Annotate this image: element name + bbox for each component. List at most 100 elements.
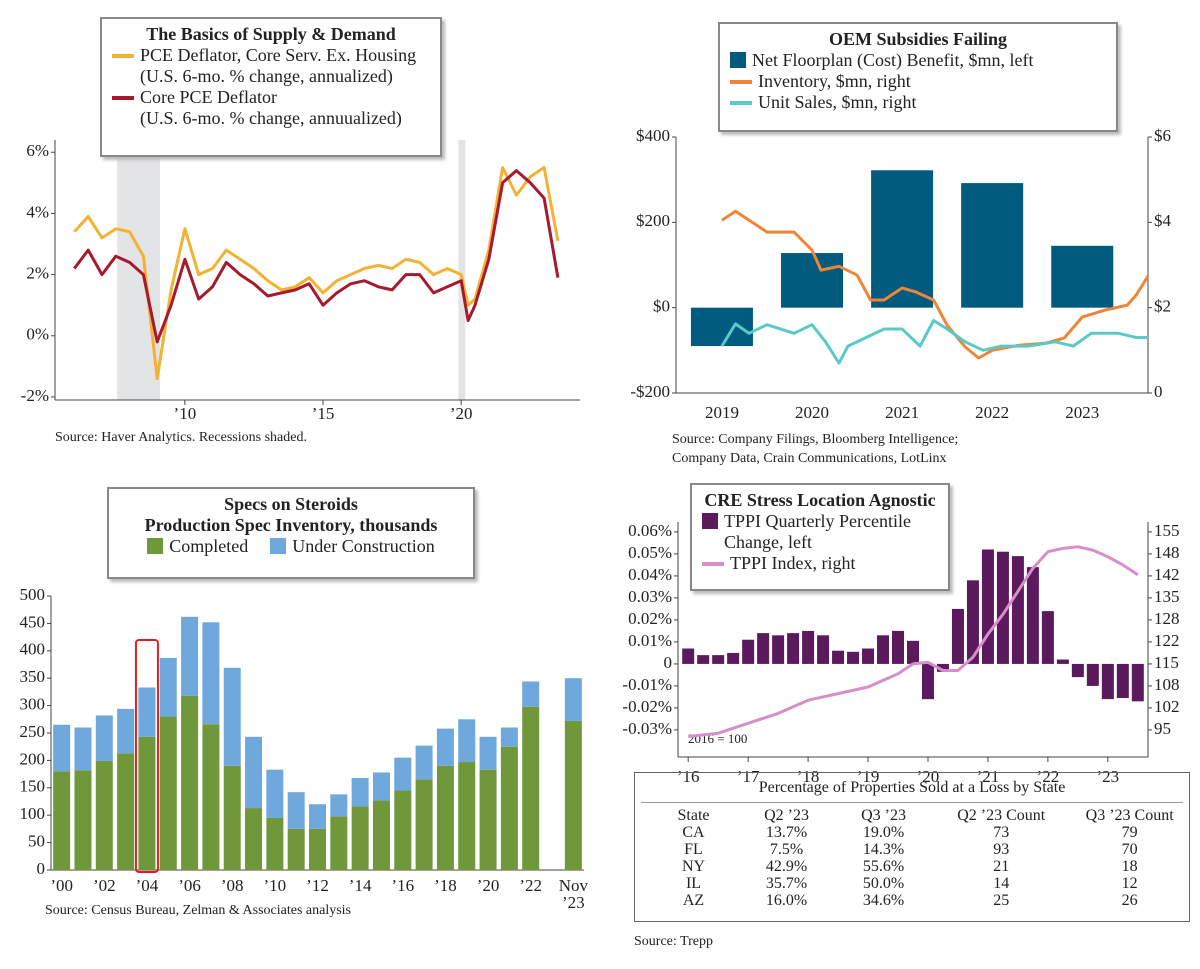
bar (351, 777, 369, 807)
y-tick-label: 115 (1154, 653, 1179, 672)
bar (95, 715, 113, 761)
bar (117, 753, 135, 870)
bar (159, 657, 177, 717)
bar (961, 183, 1024, 308)
bar (996, 551, 1009, 664)
x-tick-label: ’22 (1037, 767, 1060, 786)
x-tick-label: ’20 (450, 404, 473, 423)
line (720, 319, 1148, 365)
bar (862, 648, 875, 664)
bar (458, 719, 476, 763)
x-tick-label: 2020 (795, 403, 829, 422)
bar (415, 779, 433, 870)
x-tick-label: ’17 (737, 767, 760, 786)
x-tick-label: 2023 (1065, 403, 1099, 422)
y-tick-label: 135 (1154, 587, 1180, 606)
source: Company Data, Crain Communications, LotL… (672, 451, 947, 466)
x-tick-label: ’18 (797, 767, 820, 786)
bar (522, 681, 540, 707)
y-tick-label: -$200 (630, 382, 670, 401)
x-tick-label: ’19 (857, 767, 880, 786)
bar (981, 549, 994, 664)
bar (330, 794, 348, 817)
bar (781, 253, 844, 308)
line (688, 545, 1139, 738)
y-tick-label: 102 (1154, 697, 1180, 716)
bar (309, 804, 326, 829)
y-tick-label: 0.05% (628, 543, 672, 562)
bar (53, 771, 71, 870)
x-tick-label: 2022 (975, 403, 1009, 422)
y-tick-label: 0.03% (628, 587, 672, 606)
y-tick-label: $2 (1154, 297, 1171, 316)
bar (181, 616, 199, 696)
source: Source: Trepp (634, 934, 713, 949)
bar (802, 630, 815, 664)
x-tick-label: ’16 (677, 767, 700, 786)
y-tick-label: $4 (1154, 211, 1172, 230)
bar (907, 640, 919, 664)
y-tick-label: 0 (1154, 382, 1163, 401)
y-tick-label: 0.06% (628, 521, 672, 540)
y-tick-label: 0.02% (628, 609, 672, 628)
y-tick-label: $400 (636, 126, 670, 145)
bar (1116, 663, 1129, 699)
bar (1101, 663, 1114, 700)
bar (712, 655, 725, 664)
y-tick-label: 450 (20, 612, 46, 631)
bar (832, 650, 845, 664)
bar (1071, 663, 1084, 678)
bar (697, 655, 710, 664)
bar (266, 817, 284, 870)
bar (1131, 663, 1144, 702)
bar (394, 790, 412, 870)
line (73, 166, 560, 381)
bar (772, 635, 785, 664)
bar (682, 648, 695, 664)
bar (742, 639, 755, 664)
y-tick-label: 0 (664, 653, 673, 672)
bar (1086, 663, 1099, 686)
bar (436, 765, 454, 870)
y-tick-label: 142 (1154, 565, 1180, 584)
bar (95, 760, 113, 870)
y-tick-label: -0.03% (622, 719, 672, 738)
bar (394, 757, 412, 791)
y-tick-label: -2% (21, 386, 49, 405)
y-tick-label: $6 (1154, 126, 1171, 145)
bar (500, 746, 518, 870)
y-tick-label: 150 (20, 777, 46, 796)
bar (159, 716, 177, 870)
recession-band (458, 140, 466, 400)
bar (223, 667, 241, 766)
x-tick-label: 2019 (705, 403, 739, 422)
x-tick-label: ’20 (917, 767, 940, 786)
bar (892, 630, 905, 664)
y-tick-label: 122 (1154, 631, 1180, 650)
bar (74, 727, 92, 771)
bar (936, 663, 949, 672)
bar (138, 736, 156, 870)
y-tick-label: 2% (26, 263, 49, 282)
bar (351, 806, 369, 870)
bar (202, 724, 220, 870)
bar (817, 635, 830, 664)
y-tick-label: 0.01% (628, 631, 672, 650)
bar (921, 663, 934, 700)
bar (847, 651, 860, 664)
bar (500, 727, 518, 747)
bar (564, 720, 582, 870)
y-tick-label: -0.01% (622, 675, 672, 694)
bar (223, 765, 241, 870)
bar (1056, 659, 1069, 664)
bar (245, 808, 263, 870)
y-tick-label: -0.02% (622, 697, 672, 716)
y-tick-label: 0.04% (628, 565, 672, 584)
bar (458, 762, 476, 870)
y-tick-label: 4% (26, 202, 49, 221)
y-tick-label: 200 (20, 749, 46, 768)
y-tick-label: 0% (26, 325, 49, 344)
y-tick-label: 155 (1154, 521, 1180, 540)
